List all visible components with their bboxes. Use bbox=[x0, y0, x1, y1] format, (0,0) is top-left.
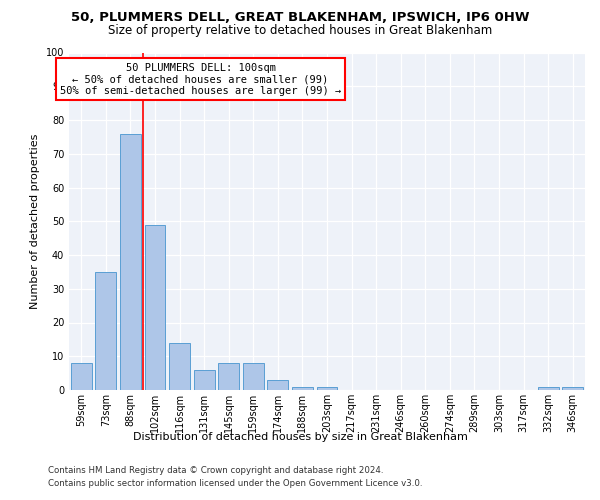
Bar bbox=[317, 386, 337, 390]
Bar bbox=[194, 370, 215, 390]
Bar bbox=[120, 134, 141, 390]
Text: 50, PLUMMERS DELL, GREAT BLAKENHAM, IPSWICH, IP6 0HW: 50, PLUMMERS DELL, GREAT BLAKENHAM, IPSW… bbox=[71, 11, 529, 24]
Text: Size of property relative to detached houses in Great Blakenham: Size of property relative to detached ho… bbox=[108, 24, 492, 37]
Text: Contains public sector information licensed under the Open Government Licence v3: Contains public sector information licen… bbox=[48, 479, 422, 488]
Text: Contains HM Land Registry data © Crown copyright and database right 2024.: Contains HM Land Registry data © Crown c… bbox=[48, 466, 383, 475]
Bar bbox=[71, 363, 92, 390]
Text: 50 PLUMMERS DELL: 100sqm
← 50% of detached houses are smaller (99)
50% of semi-d: 50 PLUMMERS DELL: 100sqm ← 50% of detach… bbox=[60, 62, 341, 96]
Bar bbox=[268, 380, 289, 390]
Bar bbox=[95, 272, 116, 390]
Bar bbox=[218, 363, 239, 390]
Bar bbox=[538, 386, 559, 390]
Text: Distribution of detached houses by size in Great Blakenham: Distribution of detached houses by size … bbox=[133, 432, 467, 442]
Bar bbox=[562, 386, 583, 390]
Bar bbox=[145, 224, 166, 390]
Bar bbox=[243, 363, 264, 390]
Bar bbox=[292, 386, 313, 390]
Y-axis label: Number of detached properties: Number of detached properties bbox=[30, 134, 40, 309]
Bar bbox=[169, 343, 190, 390]
